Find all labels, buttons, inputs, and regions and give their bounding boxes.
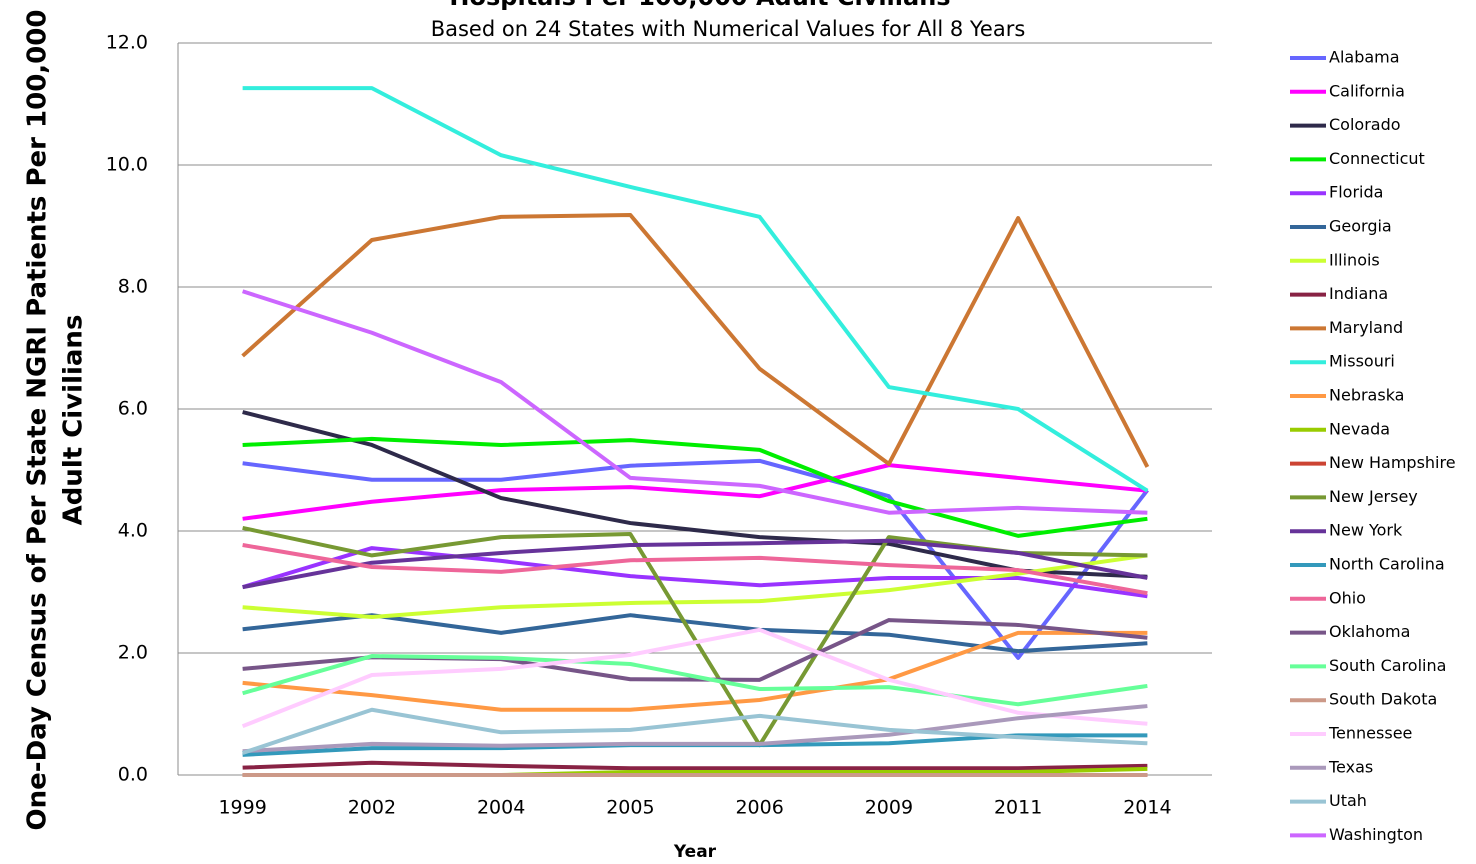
legend-label: New Hampshire	[1329, 453, 1456, 472]
series-line	[241, 213, 1150, 468]
legend-label: Missouri	[1329, 352, 1395, 371]
legend-label: New Jersey	[1329, 487, 1418, 506]
series-line	[242, 410, 1148, 579]
legend-label: Utah	[1329, 791, 1367, 810]
legend-label: Ohio	[1329, 588, 1366, 607]
legend-label: Illinois	[1329, 250, 1380, 269]
y-tick-label: 12.0	[106, 32, 148, 54]
legend-label: South Dakota	[1329, 690, 1437, 709]
legend-label: California	[1329, 81, 1405, 100]
series-line	[242, 704, 1148, 754]
x-tick-label: 2002	[348, 797, 396, 819]
series-line	[242, 538, 1148, 590]
series-line	[242, 543, 1148, 596]
legend-label: Indiana	[1329, 284, 1388, 303]
legend-label: Nevada	[1329, 419, 1390, 438]
legend-label: Connecticut	[1329, 149, 1425, 168]
legend-label: South Carolina	[1329, 656, 1446, 675]
series-line	[242, 654, 1148, 707]
legend-label: Oklahoma	[1329, 622, 1410, 641]
x-tick-label: 2006	[735, 797, 783, 819]
chart-title: Hospitals Per 100,000 Adult Civilians	[449, 0, 950, 11]
legend-label: Washington	[1329, 825, 1423, 844]
legend-label: Texas	[1328, 757, 1373, 776]
x-axis-label: Year	[673, 842, 717, 862]
legend-label: Alabama	[1329, 48, 1400, 67]
series-line	[241, 627, 1148, 729]
y-axis-label-line: One-Day Census of Per State NGRI Patient…	[23, 10, 53, 831]
legend-label: Nebraska	[1329, 386, 1404, 405]
series-line	[242, 630, 1148, 712]
legend-label: Florida	[1329, 183, 1383, 202]
y-axis-label: One-Day Census of Per State NGRI Patient…	[23, 10, 89, 831]
series-line	[242, 613, 1148, 654]
series-line	[242, 458, 1149, 660]
legend-label: Georgia	[1329, 217, 1392, 236]
x-tick-label: 2005	[606, 797, 654, 819]
legend-label: North Carolina	[1329, 555, 1445, 574]
x-tick-label: 2014	[1123, 797, 1171, 819]
y-tick-label: 4.0	[118, 520, 148, 542]
x-tick-label: 2009	[865, 797, 913, 819]
series-line	[242, 86, 1149, 493]
legend-label: New York	[1329, 521, 1403, 540]
series-line	[242, 289, 1148, 515]
series-line	[242, 436, 1148, 538]
series-line	[242, 760, 1148, 771]
series-line	[242, 463, 1148, 521]
x-tick-label: 1999	[218, 797, 266, 819]
x-tick-label: 2004	[477, 797, 525, 819]
legend-label: Colorado	[1329, 115, 1401, 134]
y-axis-label-line: Adult Civilians	[59, 315, 89, 526]
y-tick-label: 6.0	[118, 398, 148, 420]
y-tick-label: 10.0	[106, 154, 148, 176]
legend-label: Tennessee	[1328, 724, 1412, 743]
series-line	[242, 553, 1148, 620]
legend-label: Maryland	[1329, 318, 1403, 337]
series-line	[241, 707, 1148, 755]
y-tick-label: 2.0	[118, 642, 148, 664]
chart-subtitle: Based on 24 States with Numerical Values…	[431, 17, 1026, 41]
y-tick-label: 8.0	[118, 276, 148, 298]
x-tick-label: 2011	[994, 797, 1042, 819]
y-tick-label: 0.0	[118, 764, 148, 786]
